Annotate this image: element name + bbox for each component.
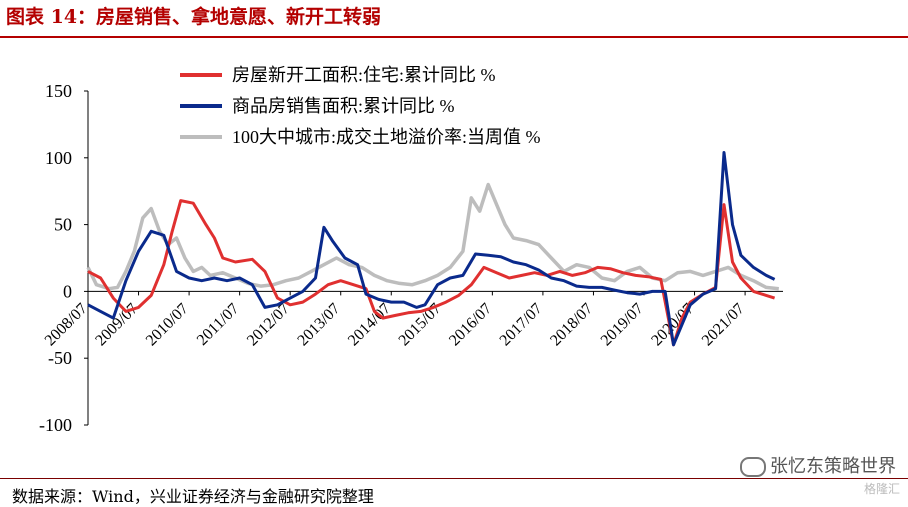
watermark-text: 张忆东策略世界	[770, 456, 896, 477]
y-tick-label: -100	[39, 415, 72, 435]
watermark: 张忆东策略世界	[740, 452, 896, 478]
x-tick-label: 2014/07	[345, 300, 394, 349]
x-tick-label: 2021/07	[699, 300, 748, 349]
y-tick-label: 100	[45, 148, 72, 168]
wechat-icon	[740, 457, 766, 477]
y-tick-label: 50	[54, 215, 72, 235]
source-note: 数据来源：Wind，兴业证券经济与金融研究院整理	[12, 487, 374, 506]
watermark-secondary: 格隆汇	[863, 482, 900, 496]
x-tick-label: 2017/07	[497, 300, 546, 349]
chart-legend: 房屋新开工面积:住宅:累计同比 % 商品房销售面积:累计同比 % 100大中城市:成…	[180, 65, 541, 147]
x-tick-label: 2010/07	[143, 300, 192, 349]
footer-divider	[0, 478, 908, 479]
x-tick-label: 2011/07	[194, 300, 243, 349]
y-tick-label: -50	[48, 348, 72, 368]
chart-title: 图表 14：房屋销售、拿地意愿、新开工转弱	[6, 6, 382, 28]
y-tick-label: 0	[63, 281, 72, 301]
legend-label-1: 房屋新开工面积:住宅:累计同比 %	[232, 65, 496, 85]
chart-series	[86, 151, 779, 347]
legend-label-2: 商品房销售面积:累计同比 %	[232, 96, 455, 116]
x-tick-label: 2008/07	[42, 300, 91, 349]
series-line-2	[87, 151, 776, 347]
x-tick-label: 2018/07	[547, 300, 596, 349]
legend-label-3: 100大中城市:成交土地溢价率:当周值 %	[232, 127, 541, 147]
x-tick-label: 2016/07	[446, 300, 495, 349]
title-underline	[0, 36, 908, 38]
series-line-3	[86, 182, 779, 291]
x-tick-label: 2019/07	[598, 300, 647, 349]
x-tick-label: 2013/07	[294, 300, 343, 349]
y-tick-label: 150	[45, 81, 72, 101]
